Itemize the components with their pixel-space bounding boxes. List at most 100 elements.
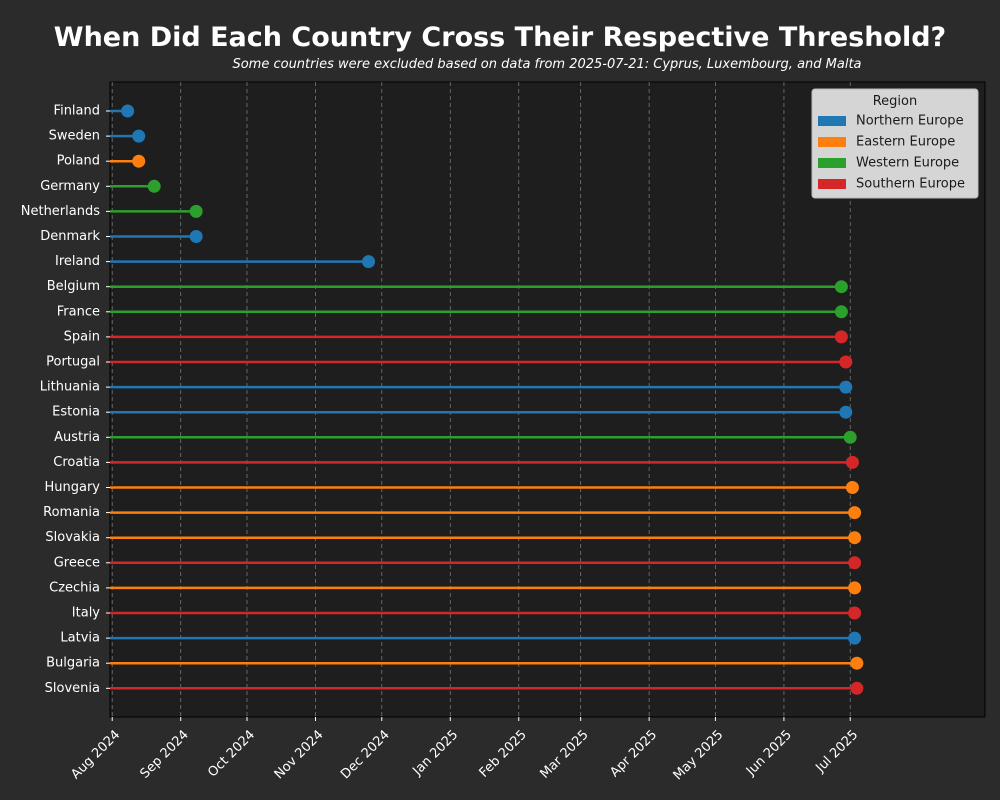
legend-entry: Southern Europe — [818, 177, 965, 192]
y-tick-label: Austria — [54, 430, 100, 445]
lollipop-hungary — [110, 481, 859, 494]
y-tick-label: Portugal — [46, 355, 100, 370]
lollipop-point — [845, 481, 859, 494]
chart-subtitle: Some countries were excluded based on da… — [232, 57, 861, 72]
lollipop-point — [189, 230, 203, 243]
lollipop-czechia — [110, 581, 862, 595]
lollipop-poland — [110, 154, 146, 168]
x-tick-label: Sep 2024 — [138, 727, 192, 781]
lollipop-point — [834, 330, 848, 344]
lollipop-point — [834, 305, 848, 319]
lollipop-spain — [110, 330, 848, 344]
lollipop-point — [845, 455, 859, 469]
lollipop-ireland — [110, 255, 376, 269]
y-tick-label: Slovakia — [45, 530, 100, 545]
legend-entry: Western Europe — [818, 156, 959, 171]
lollipop-netherlands — [110, 204, 203, 218]
y-tick-label: Finland — [54, 104, 100, 119]
lollipop-croatia — [110, 455, 859, 469]
lollipop-slovenia — [110, 681, 864, 695]
y-tick-label: Ireland — [55, 254, 100, 269]
lollipop-point — [850, 656, 864, 670]
x-tick-label: Aug 2024 — [68, 727, 123, 782]
x-tick-label: Jun 2025 — [743, 727, 795, 779]
y-tick-label: Hungary — [44, 480, 100, 495]
lollipop-series — [110, 104, 864, 695]
y-tick-label: Bulgaria — [46, 656, 100, 671]
y-tick-label: Latvia — [60, 631, 100, 646]
y-tick-label: Sweden — [49, 129, 100, 144]
x-tick-label: Jan 2025 — [410, 727, 462, 779]
lollipop-point — [132, 154, 146, 168]
legend-entry: Northern Europe — [818, 114, 964, 129]
lollipop-denmark — [110, 230, 203, 243]
lollipop-lithuania — [110, 380, 853, 394]
lollipop-point — [189, 204, 203, 218]
legend-swatch — [818, 158, 846, 168]
lollipop-greece — [110, 556, 862, 570]
lollipop-point — [850, 681, 864, 695]
y-tick-label: Denmark — [40, 229, 100, 244]
y-tick-label: Slovenia — [45, 681, 100, 696]
y-tick-label: Belgium — [47, 279, 100, 294]
lollipop-point — [848, 606, 862, 620]
lollipop-sweden — [110, 129, 146, 143]
legend-swatch — [818, 116, 846, 126]
y-tick-label: Croatia — [53, 455, 100, 470]
x-tick-label: Nov 2024 — [272, 727, 327, 782]
lollipop-germany — [110, 179, 161, 193]
x-tick-label: Feb 2025 — [477, 727, 530, 780]
lollipop-austria — [110, 430, 857, 444]
y-tick-label: Lithuania — [40, 380, 100, 395]
lollipop-point — [839, 405, 853, 419]
lollipop-point — [147, 179, 161, 193]
legend-label: Eastern Europe — [856, 135, 955, 150]
lollipop-point — [848, 631, 862, 645]
lollipop-point — [834, 280, 848, 294]
lollipop-belgium — [110, 280, 848, 294]
y-tick-label: France — [57, 304, 100, 319]
x-axis-labels: Aug 2024 Sep 2024 Oct 2024 Nov 2024 Dec 2024… — [68, 717, 861, 783]
legend-label: Southern Europe — [856, 177, 965, 192]
y-tick-label: Romania — [43, 505, 100, 520]
lollipop-slovakia — [110, 531, 862, 545]
lollipop-point — [121, 104, 135, 118]
legend: Region Northern Europe Eastern Europe West… — [811, 88, 979, 199]
lollipop-finland — [110, 104, 135, 118]
y-tick-label: Greece — [54, 555, 100, 570]
legend-swatch — [818, 137, 846, 147]
x-tick-label: Jul 2025 — [813, 727, 862, 776]
lollipop-portugal — [110, 355, 853, 369]
lollipop-france — [110, 305, 848, 319]
lollipop-point — [839, 380, 853, 394]
x-tick-label: May 2025 — [671, 727, 727, 783]
grid-lines — [111, 82, 851, 717]
lollipop-point — [843, 430, 857, 444]
lollipop-point — [839, 355, 853, 369]
y-tick-label: Czechia — [49, 580, 100, 595]
lollipop-point — [848, 531, 862, 545]
lollipop-latvia — [110, 631, 862, 645]
x-tick-label: Dec 2024 — [338, 727, 393, 782]
y-tick-label: Spain — [64, 329, 100, 344]
legend-label: Northern Europe — [856, 114, 964, 129]
y-tick-label: Netherlands — [21, 204, 100, 219]
y-axis-labels: Finland Sweden Poland Germany Netherlands Den… — [21, 104, 110, 696]
y-tick-label: Italy — [72, 606, 101, 621]
legend-box — [811, 88, 979, 199]
lollipop-point — [362, 255, 376, 269]
chart-title: When Did Each Country Cross Their Respec… — [54, 22, 946, 53]
y-tick-label: Germany — [40, 179, 100, 194]
legend-swatch — [818, 179, 846, 189]
legend-label: Western Europe — [856, 156, 959, 171]
legend-title: Region — [873, 94, 918, 109]
x-tick-label: Mar 2025 — [537, 727, 591, 781]
lollipop-bulgaria — [110, 656, 864, 670]
lollipop-romania — [110, 506, 862, 520]
x-tick-label: Oct 2024 — [205, 727, 258, 780]
lollipop-point — [848, 581, 862, 595]
lollipop-point — [848, 506, 862, 520]
legend-entries: Northern Europe Eastern Europe Western Eur… — [818, 114, 965, 192]
